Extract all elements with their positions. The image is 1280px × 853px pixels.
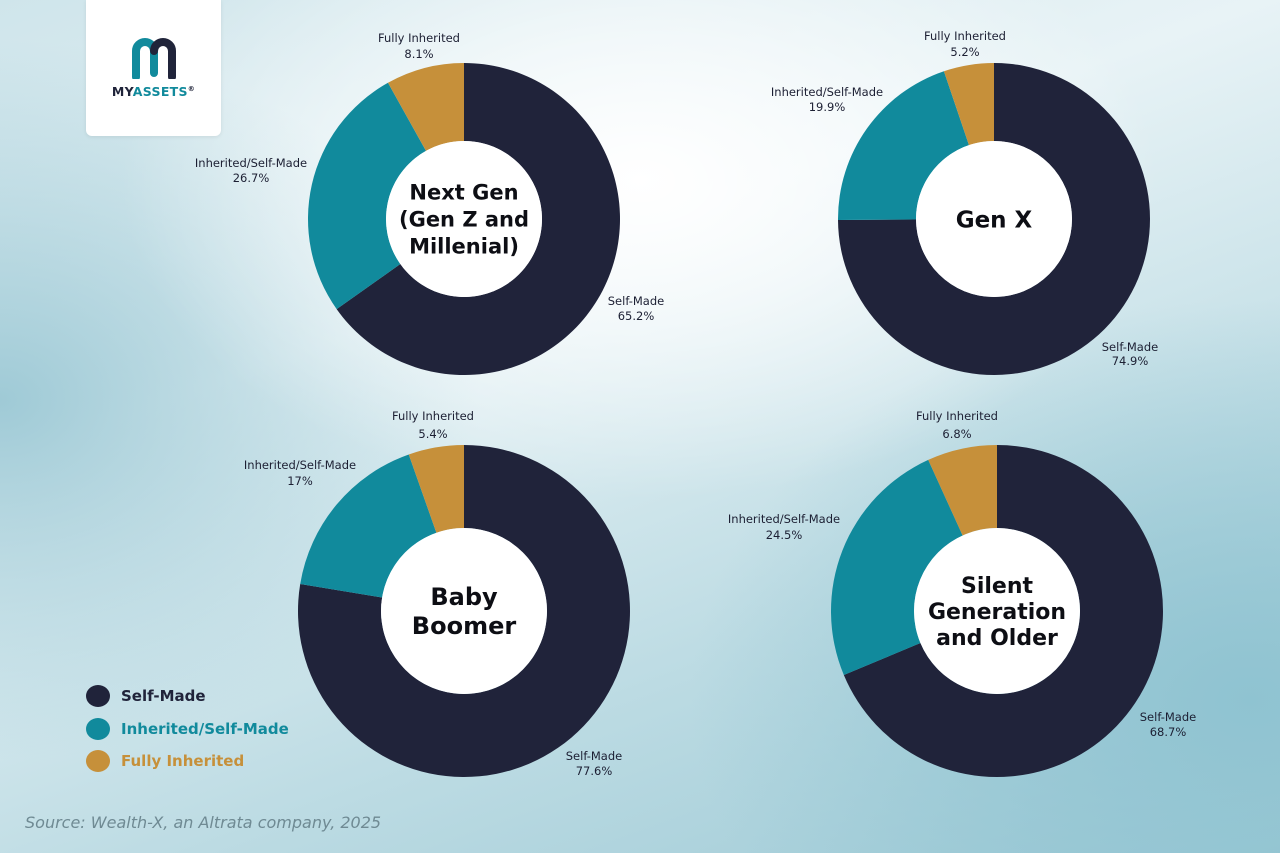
slice-label-fully-inherited: Fully Inherited (924, 29, 1006, 43)
slice-value-self-made: 65.2% (618, 309, 655, 323)
slice-value-inherited-self-made: 17% (287, 474, 313, 488)
brand-wordmark-part1: MY (111, 84, 133, 99)
donut-hole (916, 141, 1072, 297)
myassets-m-arch-icon (132, 38, 176, 79)
brand-wordmark-part2: ASSETS (132, 84, 188, 99)
slice-self-made (838, 63, 1150, 375)
slice-label-self-made: Self-Made (1102, 340, 1158, 354)
legend-label-fully-inherited: Fully Inherited (121, 752, 245, 771)
center-label-line: Millenial) (409, 235, 519, 259)
slice-self-made (298, 445, 631, 777)
slice-fully-inherited (943, 63, 994, 146)
slice-inherited-self-made (830, 459, 963, 676)
legend: Self-Made Inherited/Self-Made Fully Inhe… (86, 680, 289, 778)
slice-value-fully-inherited: 6.8% (942, 427, 971, 441)
center-label-line: Next Gen (409, 181, 518, 205)
legend-label-self-made: Self-Made (121, 687, 206, 706)
slice-value-fully-inherited: 5.4% (418, 427, 447, 441)
slice-label-inherited-self-made: Inherited/Self-Made (728, 512, 840, 526)
slice-inherited-self-made (300, 454, 437, 598)
slice-self-made (843, 445, 1163, 777)
slice-label-inherited-self-made: Inherited/Self-Made (771, 85, 883, 99)
slice-value-self-made: 77.6% (576, 764, 613, 778)
slice-fully-inherited (387, 63, 464, 151)
center-label-line: (Gen Z and (399, 208, 529, 232)
legend-swatch-inherited-self-made (86, 717, 110, 740)
brand-logo: MYASSETS® (86, 0, 221, 136)
slice-value-inherited-self-made: 24.5% (766, 528, 803, 542)
legend-item-inherited-self-made: Inherited/Self-Made (86, 713, 289, 746)
center-label-line: Boomer (412, 612, 517, 640)
center-label-line: and Older (936, 626, 1058, 651)
slice-inherited-self-made (307, 82, 426, 310)
legend-item-self-made: Self-Made (86, 680, 289, 713)
slice-self-made (336, 63, 620, 375)
slice-label-fully-inherited: Fully Inherited (378, 31, 460, 45)
slice-label-fully-inherited: Fully Inherited (392, 409, 474, 423)
slice-value-inherited-self-made: 19.9% (809, 100, 846, 114)
slice-value-fully-inherited: 5.2% (950, 45, 979, 59)
brand-wordmark: MYASSETS® (86, 84, 221, 99)
slice-fully-inherited (928, 445, 997, 536)
slice-inherited-self-made (838, 71, 969, 220)
legend-label-inherited-self-made: Inherited/Self-Made (121, 719, 289, 738)
center-label-line: Generation (928, 600, 1066, 625)
legend-swatch-self-made (86, 685, 110, 708)
donut-hole (381, 528, 547, 694)
slice-value-self-made: 68.7% (1150, 725, 1187, 739)
slice-fully-inherited (408, 445, 464, 533)
center-label-line: Baby (430, 583, 498, 611)
center-label-line: Gen X (956, 207, 1033, 233)
slice-label-self-made: Self-Made (566, 749, 622, 763)
slice-value-inherited-self-made: 26.7% (233, 171, 270, 185)
registered-mark: ® (187, 84, 196, 93)
slice-label-inherited-self-made: Inherited/Self-Made (195, 156, 307, 170)
slice-value-self-made: 74.9% (1112, 354, 1149, 368)
slice-label-self-made: Self-Made (608, 294, 664, 308)
center-label-line: Silent (961, 574, 1034, 599)
legend-swatch-fully-inherited (86, 750, 110, 773)
slice-label-self-made: Self-Made (1140, 710, 1196, 724)
slice-label-inherited-self-made: Inherited/Self-Made (244, 458, 356, 472)
slice-label-fully-inherited: Fully Inherited (916, 409, 998, 423)
source-note: Source: Wealth-X, an Altrata company, 20… (25, 813, 382, 832)
donut-hole (386, 141, 542, 297)
donut-hole (914, 528, 1080, 694)
slice-value-fully-inherited: 8.1% (404, 47, 433, 61)
legend-item-fully-inherited: Fully Inherited (86, 745, 289, 778)
